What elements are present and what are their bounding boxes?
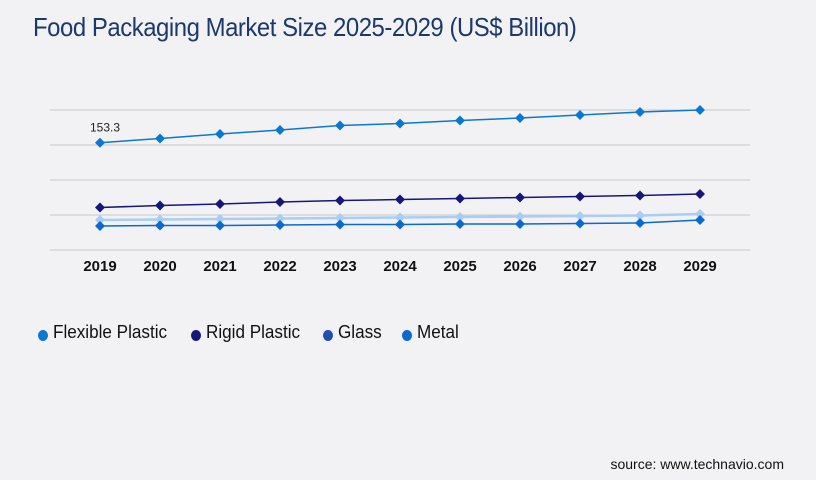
- x-tick-label: 2027: [563, 258, 596, 275]
- data-point-flexible-plastic[interactable]: [335, 120, 345, 131]
- data-point-rigid-plastic[interactable]: [515, 192, 525, 203]
- data-point-rigid-plastic[interactable]: [395, 194, 405, 205]
- x-tick-label: 2023: [323, 258, 356, 275]
- data-point-metal[interactable]: [395, 219, 405, 230]
- data-point-glass[interactable]: [155, 214, 165, 225]
- data-point-glass[interactable]: [215, 213, 225, 224]
- data-point-rigid-plastic[interactable]: [635, 190, 645, 201]
- legend-label: Rigid Plastic: [206, 322, 301, 342]
- legend: Flexible Plastic Rigid Plastic Glass Met…: [38, 322, 461, 343]
- data-point-metal[interactable]: [455, 219, 465, 230]
- legend-marker-icon: [191, 329, 202, 341]
- legend-label: Glass: [338, 322, 382, 342]
- data-point-flexible-plastic[interactable]: [215, 129, 225, 140]
- x-tick-label: 2025: [443, 258, 476, 275]
- data-point-metal[interactable]: [275, 220, 285, 231]
- data-point-flexible-plastic[interactable]: [455, 115, 465, 126]
- x-tick-label: 2026: [503, 258, 536, 275]
- data-point-rigid-plastic[interactable]: [575, 191, 585, 202]
- legend-marker-icon: [38, 329, 48, 341]
- data-point-metal[interactable]: [215, 220, 225, 231]
- data-point-rigid-plastic[interactable]: [155, 200, 165, 211]
- data-point-metal[interactable]: [635, 217, 645, 228]
- legend-item-rigid-plastic[interactable]: Rigid Plastic: [191, 322, 305, 343]
- x-tick-label: 2021: [203, 258, 236, 275]
- data-labels: 153.3: [90, 121, 120, 135]
- data-point-rigid-plastic[interactable]: [455, 193, 465, 204]
- data-point-flexible-plastic[interactable]: [155, 133, 165, 144]
- x-tick-label: 2019: [83, 258, 116, 275]
- x-tick-label: 2024: [383, 258, 417, 275]
- data-point-flexible-plastic[interactable]: [635, 107, 645, 118]
- legend-label: Flexible Plastic: [53, 322, 168, 342]
- data-point-glass[interactable]: [515, 211, 525, 222]
- data-point-rigid-plastic[interactable]: [275, 196, 285, 207]
- data-point-metal[interactable]: [155, 220, 165, 231]
- legend-item-glass[interactable]: Glass: [323, 322, 384, 343]
- source-credit: source: www.technavio.com: [610, 456, 784, 472]
- x-tick-label: 2028: [623, 258, 656, 275]
- data-point-rigid-plastic[interactable]: [215, 199, 225, 210]
- x-tick-label: 2022: [263, 258, 296, 275]
- data-point-flexible-plastic[interactable]: [275, 125, 285, 136]
- data-point-glass[interactable]: [395, 212, 405, 223]
- data-point-glass[interactable]: [575, 210, 585, 221]
- legend-marker-icon: [402, 329, 413, 341]
- data-point-flexible-plastic[interactable]: [575, 109, 585, 120]
- legend-marker-icon: [323, 329, 334, 341]
- line-chart: 2019 2020 2021 2022 2023 2024 2025 2026 2027 2028…: [50, 105, 750, 275]
- data-point-glass[interactable]: [275, 213, 285, 224]
- data-point-flexible-plastic[interactable]: [395, 118, 405, 129]
- x-tick-label: 2020: [143, 258, 176, 275]
- data-point-glass[interactable]: [335, 213, 345, 224]
- data-point-glass[interactable]: [635, 210, 645, 221]
- series-lines: [95, 105, 705, 231]
- data-point-metal[interactable]: [515, 219, 525, 230]
- data-point-flexible-plastic[interactable]: [515, 112, 525, 123]
- legend-label: Metal: [417, 322, 459, 342]
- data-point-glass[interactable]: [95, 214, 105, 225]
- data-point-metal[interactable]: [335, 219, 345, 230]
- data-label: 153.3: [90, 121, 120, 135]
- legend-item-metal[interactable]: Metal: [402, 322, 461, 343]
- data-point-rigid-plastic[interactable]: [695, 189, 705, 199]
- legend-panel-background: [33, 300, 793, 480]
- data-point-rigid-plastic[interactable]: [335, 195, 345, 206]
- data-point-metal[interactable]: [575, 218, 585, 229]
- data-point-rigid-plastic[interactable]: [95, 202, 105, 213]
- data-point-glass[interactable]: [455, 212, 465, 223]
- legend-item-flexible-plastic[interactable]: Flexible Plastic: [38, 322, 173, 343]
- data-point-flexible-plastic[interactable]: [95, 137, 105, 148]
- data-point-flexible-plastic[interactable]: [695, 105, 705, 115]
- data-point-metal[interactable]: [695, 214, 705, 225]
- data-point-metal[interactable]: [95, 220, 105, 231]
- data-point-glass[interactable]: [695, 209, 705, 220]
- x-tick-label: 2029: [683, 258, 716, 275]
- chart-title: Food Packaging Market Size 2025-2029 (US…: [33, 12, 577, 42]
- x-axis-tick-labels: 2019 2020 2021 2022 2023 2024 2025 2026 2027 2028…: [83, 258, 716, 275]
